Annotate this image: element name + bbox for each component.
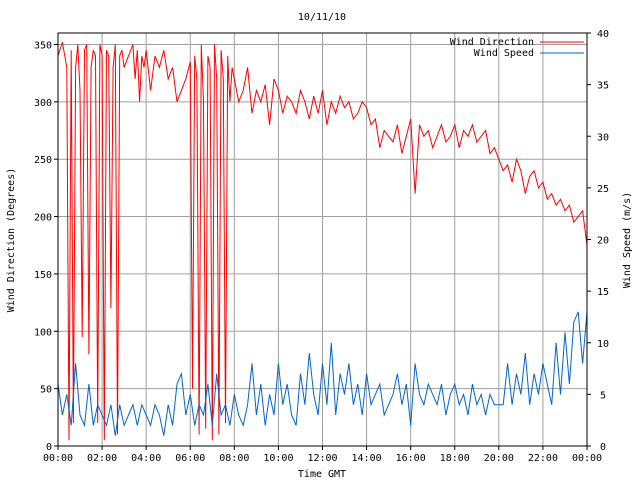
axis-ticks: 00:00 02:00 04:00 06:00 08:00 10:00 12:00 14:00…: [34, 29, 609, 464]
legend-label-wind-direction: Wind Direction: [450, 37, 534, 48]
series-line-wind-speed: [57, 311, 588, 436]
x-tick-label: 06:00: [175, 453, 205, 464]
y-right-tick-label: 0: [600, 442, 606, 453]
x-tick-label: 00:00: [572, 453, 602, 464]
y-left-tick-label: 250: [34, 155, 52, 166]
x-tick-label: 18:00: [440, 453, 470, 464]
x-tick-label: 16:00: [396, 453, 426, 464]
x-tick-label: 00:00: [43, 453, 73, 464]
y-left-tick-label: 300: [34, 98, 52, 109]
y-right-tick-label: 40: [597, 29, 609, 40]
x-tick-label: 08:00: [219, 453, 249, 464]
x-tick-label: 04:00: [131, 453, 161, 464]
y-right-tick-label: 25: [597, 184, 609, 195]
x-axis-label: Time GMT: [298, 469, 346, 480]
y-right-tick-label: 10: [597, 339, 609, 350]
y-right-tick-label: 5: [600, 390, 606, 401]
y-axis-left-label: Wind Direction (Degrees): [6, 168, 17, 313]
y-left-tick-label: 200: [34, 213, 52, 224]
y-left-tick-label: 150: [34, 270, 52, 281]
y-left-tick-label: 350: [34, 40, 52, 51]
y-right-tick-label: 30: [597, 132, 609, 143]
y-right-tick-label: 15: [597, 287, 609, 298]
series-line-wind-direction: [57, 42, 588, 441]
y-left-tick-label: 100: [34, 327, 52, 338]
y-axis-right-label: Wind Speed (m/s): [622, 192, 633, 288]
legend: Wind Direction Wind Speed: [450, 37, 584, 59]
chart-title: 10/11/10: [298, 12, 346, 23]
x-tick-label: 02:00: [87, 453, 117, 464]
legend-label-wind-speed: Wind Speed: [474, 48, 534, 59]
x-tick-label: 22:00: [528, 453, 558, 464]
y-left-tick-label: 0: [46, 442, 52, 453]
x-tick-label: 10:00: [263, 453, 293, 464]
x-tick-label: 14:00: [352, 453, 382, 464]
series-lines: [57, 42, 588, 441]
y-left-tick-label: 50: [40, 385, 52, 396]
x-tick-label: 20:00: [484, 453, 514, 464]
x-tick-label: 12:00: [307, 453, 337, 464]
y-right-tick-label: 20: [597, 236, 609, 247]
y-right-tick-label: 35: [597, 81, 609, 92]
